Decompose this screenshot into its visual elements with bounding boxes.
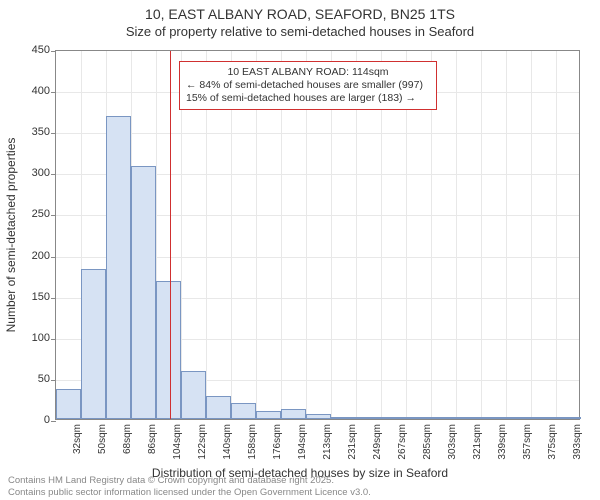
histogram-bar	[106, 116, 131, 419]
histogram-bar	[331, 417, 356, 419]
x-tick-label: 375sqm	[547, 424, 558, 460]
attribution-line-1: Contains HM Land Registry data © Crown c…	[8, 475, 371, 486]
histogram-bar	[531, 417, 556, 419]
x-tick-label: 104sqm	[172, 424, 183, 460]
y-tick-mark	[51, 92, 56, 93]
y-tick-label: 300	[10, 167, 50, 179]
x-tick-label: 68sqm	[122, 424, 133, 454]
histogram-bar	[206, 396, 231, 419]
x-tick-label: 303sqm	[447, 424, 458, 460]
histogram-bar	[256, 411, 281, 419]
x-tick-label: 140sqm	[222, 424, 233, 460]
title-line-1: 10, EAST ALBANY ROAD, SEAFORD, BN25 1TS	[0, 6, 600, 22]
title-line-2: Size of property relative to semi-detach…	[0, 24, 600, 39]
x-tick-label: 176sqm	[272, 424, 283, 460]
y-tick-label: 250	[10, 208, 50, 220]
x-tick-label: 32sqm	[72, 424, 83, 454]
histogram-bar	[506, 417, 531, 419]
histogram-bar	[181, 371, 206, 419]
x-tick-label: 339sqm	[497, 424, 508, 460]
callout-line: ← 84% of semi-detached houses are smalle…	[186, 79, 430, 92]
x-tick-label: 267sqm	[397, 424, 408, 460]
x-tick-label: 249sqm	[372, 424, 383, 460]
x-tick-label: 194sqm	[297, 424, 308, 460]
histogram-bar	[431, 417, 456, 419]
chart-wrap: 10 EAST ALBANY ROAD: 114sqm← 84% of semi…	[55, 50, 580, 420]
y-tick-mark	[51, 174, 56, 175]
y-tick-label: 100	[10, 332, 50, 344]
histogram-bar	[456, 417, 481, 419]
x-tick-label: 158sqm	[247, 424, 258, 460]
y-tick-mark	[51, 215, 56, 216]
x-tick-label: 86sqm	[147, 424, 158, 454]
histogram-bar	[556, 417, 581, 419]
histogram-bar	[356, 417, 381, 419]
y-tick-label: 200	[10, 250, 50, 262]
histogram-bar	[406, 417, 431, 419]
callout-line: 15% of semi-detached houses are larger (…	[186, 92, 430, 105]
y-tick-mark	[51, 421, 56, 422]
histogram-bar	[156, 281, 181, 419]
gridline-v	[456, 51, 457, 419]
y-tick-mark	[51, 339, 56, 340]
histogram-bar	[56, 389, 81, 419]
y-tick-mark	[51, 133, 56, 134]
y-tick-mark	[51, 51, 56, 52]
gridline-v	[531, 51, 532, 419]
y-tick-label: 150	[10, 291, 50, 303]
y-tick-mark	[51, 298, 56, 299]
histogram-bar	[481, 417, 506, 419]
callout-line: 10 EAST ALBANY ROAD: 114sqm	[186, 66, 430, 79]
gridline-v	[506, 51, 507, 419]
attribution-block: Contains HM Land Registry data © Crown c…	[8, 475, 371, 498]
y-tick-mark	[51, 257, 56, 258]
attribution-line-2: Contains public sector information licen…	[8, 487, 371, 498]
histogram-bar	[281, 409, 306, 419]
histogram-bar	[381, 417, 406, 419]
y-tick-label: 350	[10, 126, 50, 138]
gridline-h	[56, 133, 579, 134]
chart-container: 10, EAST ALBANY ROAD, SEAFORD, BN25 1TS …	[0, 0, 600, 500]
y-tick-mark	[51, 380, 56, 381]
x-tick-label: 393sqm	[572, 424, 583, 460]
histogram-bar	[81, 269, 106, 419]
y-tick-label: 0	[10, 414, 50, 426]
gridline-v	[556, 51, 557, 419]
histogram-bar	[131, 166, 156, 419]
y-tick-label: 400	[10, 85, 50, 97]
x-tick-label: 213sqm	[322, 424, 333, 460]
plot-area: 10 EAST ALBANY ROAD: 114sqm← 84% of semi…	[55, 50, 580, 420]
y-tick-label: 450	[10, 44, 50, 56]
x-tick-label: 122sqm	[197, 424, 208, 460]
histogram-bar	[306, 414, 331, 419]
reference-line	[170, 51, 171, 419]
x-tick-label: 285sqm	[422, 424, 433, 460]
histogram-bar	[231, 403, 256, 419]
title-block: 10, EAST ALBANY ROAD, SEAFORD, BN25 1TS …	[0, 0, 600, 39]
callout-box: 10 EAST ALBANY ROAD: 114sqm← 84% of semi…	[179, 61, 437, 110]
x-tick-label: 357sqm	[522, 424, 533, 460]
gridline-v	[481, 51, 482, 419]
y-tick-label: 50	[10, 373, 50, 385]
x-tick-label: 321sqm	[472, 424, 483, 460]
x-tick-label: 231sqm	[347, 424, 358, 460]
x-tick-label: 50sqm	[97, 424, 108, 454]
